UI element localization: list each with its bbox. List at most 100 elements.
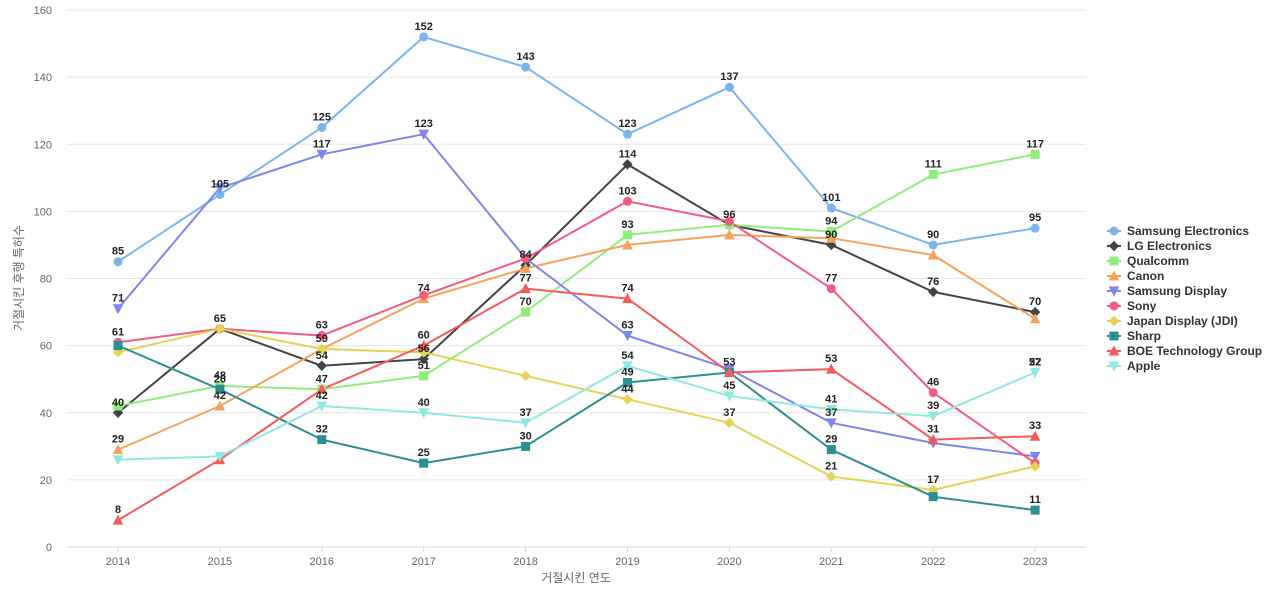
point-apple [418, 408, 430, 419]
point-samsung-electronics [521, 62, 531, 72]
series-line-lg-electronics [117, 163, 1036, 414]
data-label: 90 [825, 229, 837, 241]
point-samsung-electronics [419, 32, 429, 42]
point-japan-display-jdi [622, 394, 633, 405]
point-japan-display-jdi [316, 343, 328, 355]
point-qualcomm [521, 307, 531, 317]
point-canon [520, 262, 531, 273]
point-sony [419, 290, 429, 300]
legend-marker [1108, 361, 1120, 372]
point-sharp [928, 492, 938, 502]
data-label: 11 [1029, 494, 1041, 506]
point-lg-electronics [418, 353, 429, 365]
data-label: 63 [316, 320, 328, 332]
point-boe-technology-group [112, 514, 124, 525]
legend-marker [1108, 270, 1120, 281]
legend-item-qualcomm[interactable]: Qualcomm [1107, 254, 1189, 268]
data-label: 49 [621, 367, 633, 379]
point-lg-electronics [927, 286, 939, 298]
x-tick-label: 2023 [1023, 556, 1047, 568]
legend-marker [1109, 331, 1119, 341]
data-label: 42 [316, 390, 328, 402]
legend-marker [1108, 240, 1120, 252]
point-sharp [215, 384, 225, 394]
data-label: 47 [316, 373, 328, 385]
y-tick-label: 0 [46, 542, 52, 554]
data-label: 94 [825, 216, 838, 228]
point-qualcomm [113, 401, 123, 411]
data-label: 54 [316, 350, 329, 362]
point-samsung-display [622, 331, 633, 342]
axes: 0 20 40 60 80 100 120 140 160 2014 2015 2016 2017 201… [34, 5, 1048, 568]
legend-item-samsung-electronics[interactable]: Samsung Electronics [1107, 224, 1249, 238]
data-label: 52 [1029, 356, 1041, 368]
legend-item-samsung-display[interactable]: Samsung Display [1107, 284, 1227, 298]
point-apple [927, 411, 939, 422]
grid-lines [67, 9, 1086, 548]
legend-item-sony[interactable]: Sony [1107, 299, 1157, 313]
legend-item-apple[interactable]: Apple [1107, 359, 1161, 373]
data-label: 101 [822, 192, 840, 204]
data-label: 117 [313, 138, 331, 150]
data-label: 123 [415, 118, 433, 130]
series-line-samsung-electronics [117, 35, 1036, 263]
legend-item-sharp[interactable]: Sharp [1107, 329, 1161, 343]
data-label: 123 [618, 118, 636, 130]
point-samsung-display [1029, 451, 1041, 462]
data-label: 40 [418, 397, 430, 409]
data-label: 103 [618, 185, 636, 197]
legend-item-lg-electronics[interactable]: LG Electronics [1107, 239, 1212, 253]
data-label: 25 [418, 447, 430, 459]
data-label: 76 [927, 276, 939, 288]
data-label: 31 [927, 424, 939, 436]
data-label: 40 [112, 397, 124, 409]
y-tick-label: 60 [40, 341, 52, 353]
data-label: 77 [519, 273, 531, 285]
point-sharp [113, 341, 123, 351]
point-samsung-display [418, 129, 430, 140]
data-label: 137 [720, 71, 738, 83]
point-apple [520, 418, 531, 429]
x-tick-label: 2020 [717, 556, 741, 568]
point-lg-electronics [622, 159, 633, 170]
data-label: 41 [825, 393, 837, 405]
point-sharp [521, 441, 531, 451]
point-boe-technology-group [724, 366, 735, 377]
point-samsung-display [316, 149, 328, 160]
data-label: 111 [925, 158, 942, 170]
series-line-qualcomm [117, 153, 1036, 407]
point-japan-display-jdi [826, 471, 837, 482]
point-canon [825, 232, 837, 243]
legend-item-canon[interactable]: Canon [1107, 269, 1164, 283]
point-boe-technology-group [622, 293, 633, 304]
data-label: 8 [115, 504, 121, 516]
point-samsung-electronics [623, 129, 632, 139]
data-label: 60 [418, 330, 430, 342]
point-apple [825, 404, 837, 415]
legend-item-japan-display-jdi[interactable]: Japan Display (JDI) [1107, 314, 1238, 328]
point-sony [928, 388, 938, 398]
data-label: 61 [112, 326, 124, 338]
point-qualcomm [623, 230, 632, 240]
data-label: 53 [825, 353, 837, 365]
point-boe-technology-group [520, 283, 531, 294]
data-label: 85 [112, 246, 124, 258]
series-line-japan-display-jdi [117, 327, 1036, 491]
point-japan-display-jdi [214, 323, 226, 335]
data-label: 26 [214, 373, 226, 385]
x-tick-label: 2019 [615, 556, 639, 568]
series-line-canon [117, 233, 1036, 451]
x-tick-label: 2016 [310, 556, 334, 568]
legend-label: Sharp [1127, 329, 1161, 343]
point-samsung-electronics [113, 257, 123, 267]
legend-item-boe-technology-group[interactable]: BOE Technology Group [1107, 344, 1262, 358]
legend-label: Qualcomm [1127, 254, 1189, 268]
point-qualcomm [1030, 149, 1040, 159]
series-line-boe-technology-group [117, 287, 1036, 521]
point-japan-display-jdi [1029, 461, 1041, 472]
data-label: 143 [516, 51, 534, 63]
point-samsung-display [112, 304, 124, 315]
data-label: 125 [313, 111, 331, 123]
